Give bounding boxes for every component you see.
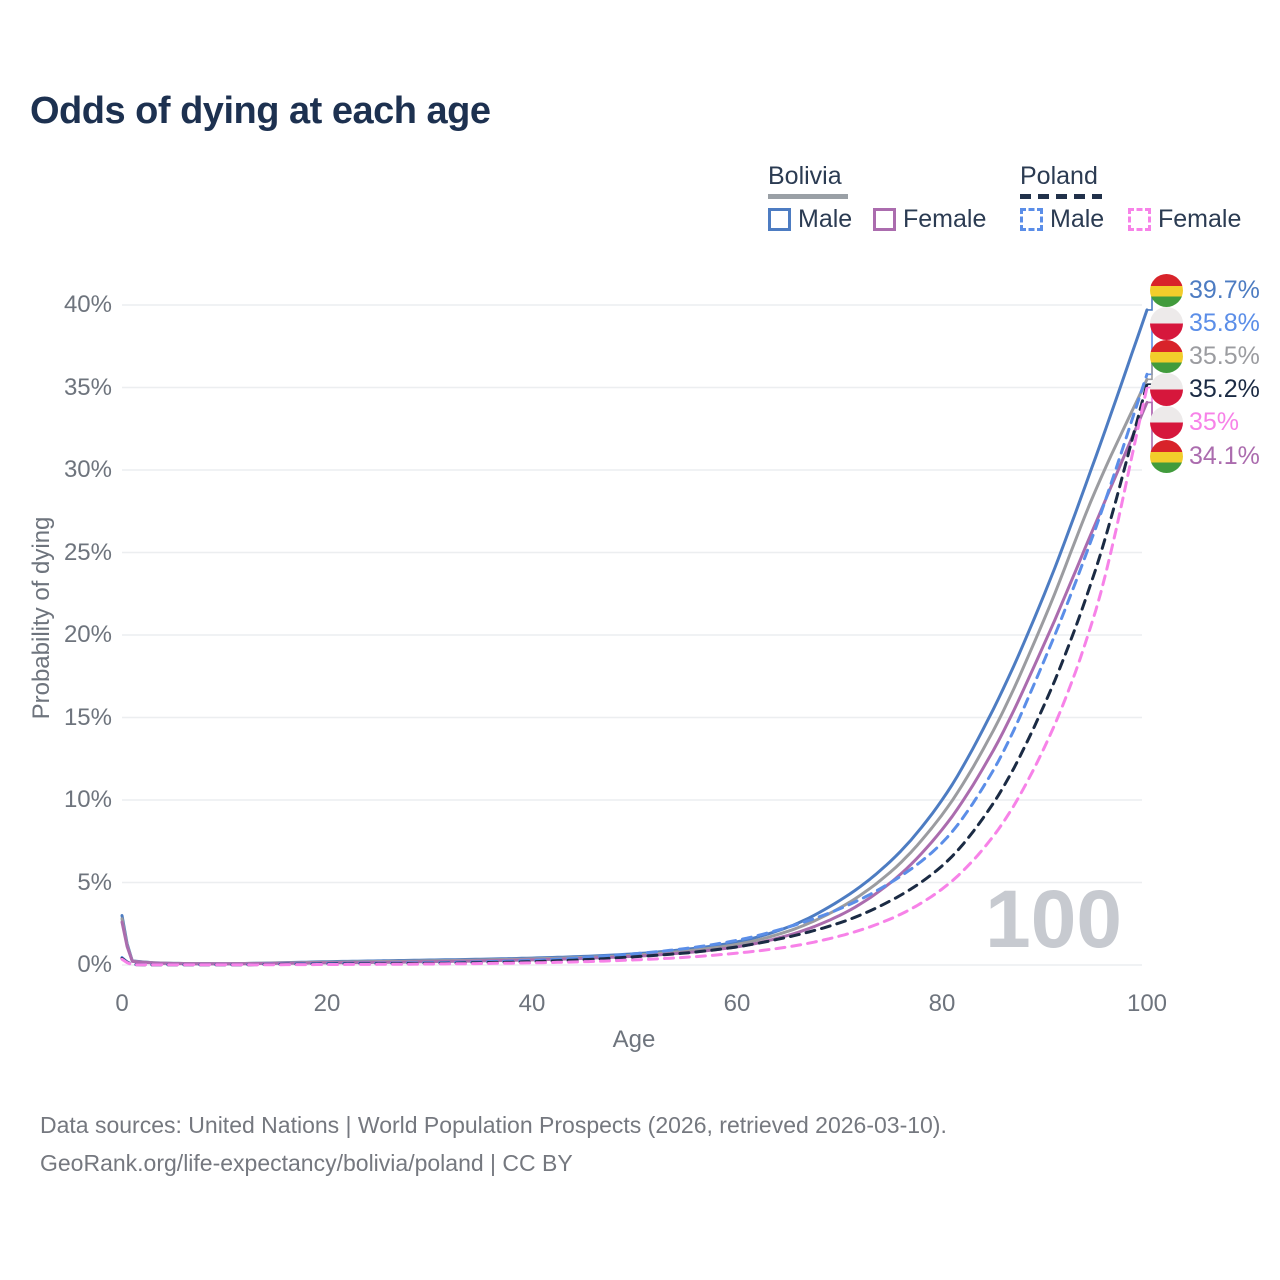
x-tick-label: 100 <box>1126 990 1168 1017</box>
end-label-row: 39.7% <box>1150 273 1260 307</box>
data-source-line: Data sources: United Nations | World Pop… <box>40 1112 947 1138</box>
x-tick-label: 80 <box>928 990 956 1017</box>
poland-male-swatch-icon <box>1020 207 1043 231</box>
poland-female-swatch-icon <box>1128 207 1151 231</box>
bolivia-female-swatch-icon <box>873 207 896 231</box>
y-tick-label: 15% <box>63 703 112 731</box>
legend-item-label: Male <box>1050 205 1105 233</box>
end-value-label: 39.7% <box>1189 275 1260 304</box>
end-label-row: 35.5% <box>1150 339 1260 373</box>
x-tick-label: 0 <box>115 990 129 1017</box>
legend-group-bolivia: Bolivia <box>768 162 842 190</box>
legend-item-label: Female <box>1158 205 1242 233</box>
line-bolivia-male <box>120 308 1149 966</box>
end-label-row: 35% <box>1150 406 1239 440</box>
bolivia-flag-icon <box>1150 439 1183 473</box>
y-tick-label: 10% <box>63 786 112 813</box>
page-title: Odds of dying at each age <box>30 90 491 132</box>
y-tick-label: 30% <box>63 456 112 483</box>
poland-line-style-sample <box>1020 194 1102 199</box>
y-tick-label: 35% <box>63 373 112 401</box>
line-bolivia-total <box>120 377 1149 966</box>
poland-flag-icon <box>1150 306 1183 340</box>
y-tick-label: 20% <box>63 621 112 648</box>
poland-flag-icon <box>1150 406 1183 440</box>
line-poland-male <box>120 372 1149 967</box>
line-bolivia-female <box>120 400 1149 966</box>
poland-flag-icon <box>1150 373 1183 407</box>
line-poland-female <box>120 386 1149 967</box>
x-axis-title: Age <box>612 1026 656 1053</box>
bolivia-male-swatch-icon <box>768 207 791 231</box>
legend-item-label: Female <box>903 205 987 233</box>
end-label-row: 35.8% <box>1150 306 1260 340</box>
legend-item-bolivia-male[interactable]: Male <box>768 205 852 233</box>
bolivia-flag-icon <box>1150 339 1183 373</box>
hover-age-watermark: 100 <box>985 874 1122 965</box>
attribution-line: GeoRank.org/life-expectancy/bolivia/pola… <box>40 1150 573 1176</box>
line-poland-total <box>120 382 1149 967</box>
x-tick-label: 20 <box>313 990 341 1017</box>
end-value-label: 35.2% <box>1189 375 1260 404</box>
x-tick-label: 40 <box>518 990 546 1017</box>
legend-item-label: Male <box>798 205 853 233</box>
end-label-row: 34.1% <box>1150 439 1260 473</box>
end-value-label: 35.8% <box>1189 308 1260 337</box>
y-tick-label: 5% <box>77 868 112 896</box>
legend-group-poland: Poland <box>1020 162 1098 190</box>
legend-item-bolivia-female[interactable]: Female <box>873 205 986 233</box>
bolivia-line-style-sample <box>768 194 848 199</box>
end-label-row: 35.2% <box>1150 373 1260 407</box>
legend: Bolivia Poland Male Female Male Female <box>0 0 1280 250</box>
legend-item-poland-male[interactable]: Male <box>1020 205 1104 233</box>
end-value-label: 35.5% <box>1189 341 1260 370</box>
legend-item-poland-female[interactable]: Female <box>1128 205 1241 233</box>
bolivia-flag-icon <box>1150 273 1183 307</box>
end-value-label: 34.1% <box>1189 441 1260 470</box>
y-tick-label: 25% <box>63 538 112 566</box>
x-tick-label: 60 <box>723 990 751 1017</box>
y-tick-label: 40% <box>63 291 112 318</box>
y-axis-title: Probability of dying <box>28 516 55 720</box>
y-tick-label: 0% <box>77 951 112 978</box>
end-value-label: 35% <box>1189 408 1240 437</box>
